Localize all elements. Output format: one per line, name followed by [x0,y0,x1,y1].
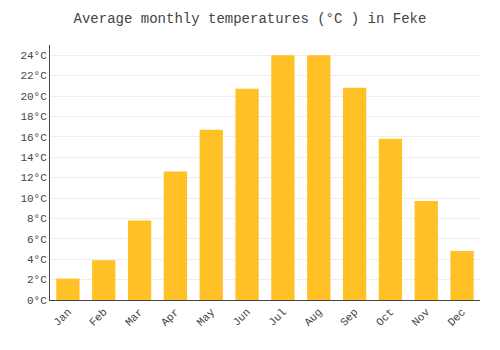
svg-text:2°C: 2°C [27,274,47,286]
svg-text:16°C: 16°C [20,132,47,144]
svg-text:Dec: Dec [446,306,468,328]
svg-text:6°C: 6°C [27,234,47,246]
svg-text:18°C: 18°C [20,111,47,123]
svg-text:Aug: Aug [302,306,324,328]
svg-text:12°C: 12°C [20,172,47,184]
svg-text:Mar: Mar [123,306,145,328]
svg-text:Jul: Jul [266,306,288,328]
svg-text:Oct: Oct [374,306,396,328]
svg-text:10°C: 10°C [20,193,47,205]
svg-text:Average monthly temperatures (: Average monthly temperatures (°C ) in Fe… [74,11,427,27]
svg-text:14°C: 14°C [20,152,47,164]
svg-text:Apr: Apr [159,306,181,328]
svg-text:20°C: 20°C [20,91,47,103]
svg-text:May: May [195,306,218,329]
svg-text:22°C: 22°C [20,70,47,82]
svg-text:Jan: Jan [51,306,73,328]
svg-text:4°C: 4°C [27,254,47,266]
svg-text:24°C: 24°C [20,50,47,62]
svg-text:8°C: 8°C [27,213,47,225]
svg-text:Nov: Nov [410,306,433,329]
svg-text:0°C: 0°C [27,295,47,307]
svg-text:Sep: Sep [338,306,360,328]
svg-text:Feb: Feb [87,306,109,328]
svg-text:Jun: Jun [231,306,253,328]
